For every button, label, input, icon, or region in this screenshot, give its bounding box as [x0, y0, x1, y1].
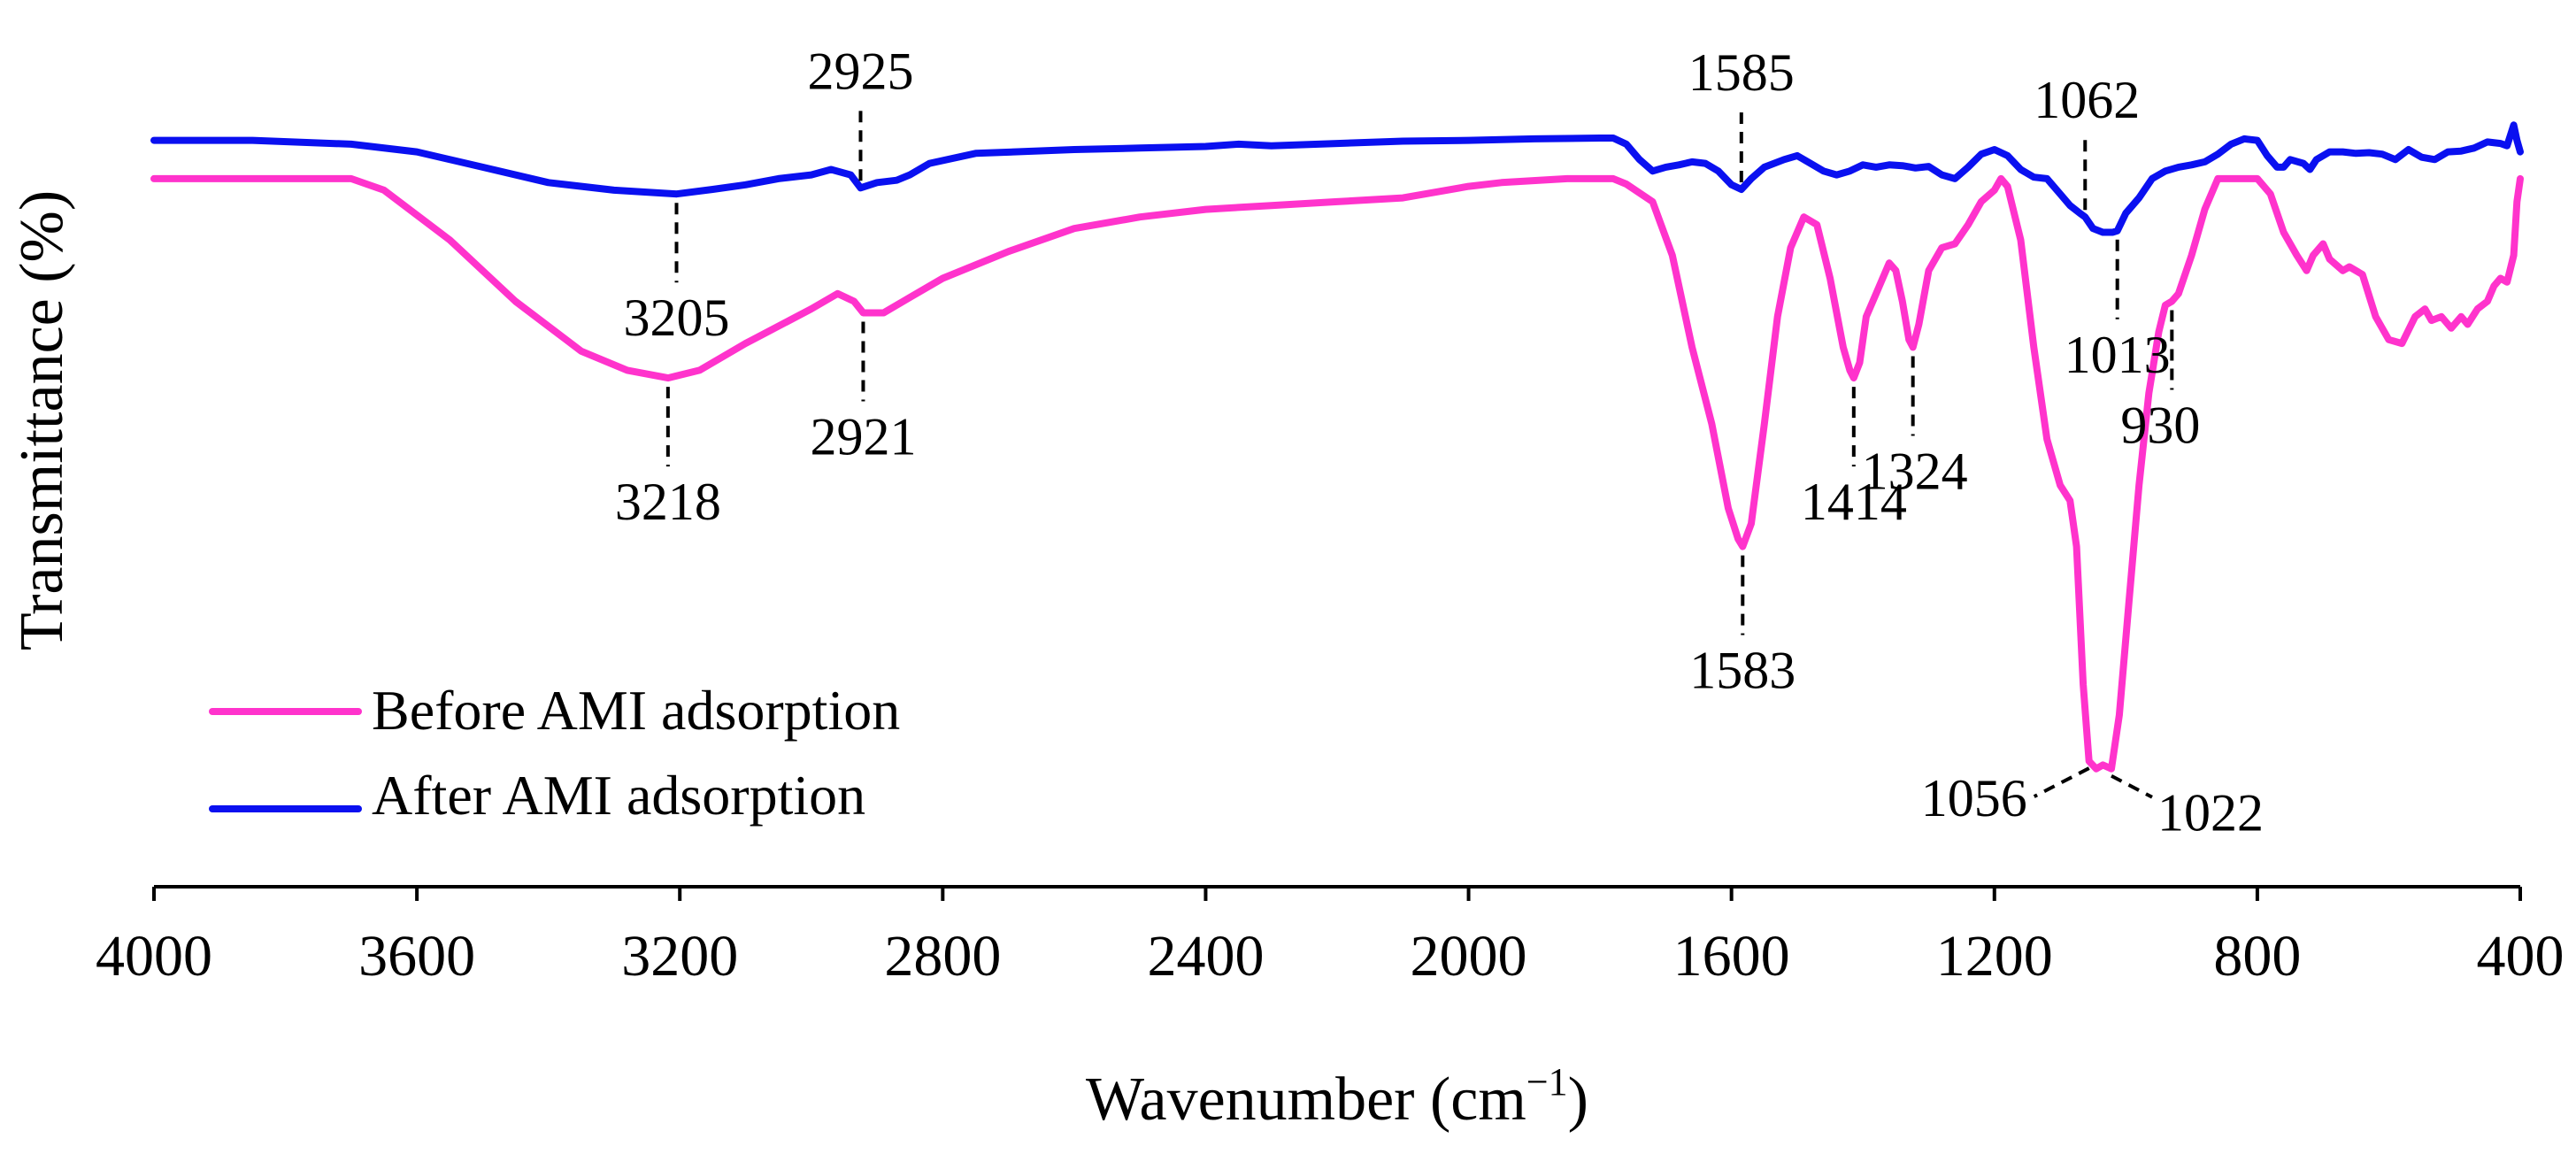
x-tick-label-4000: 4000	[96, 924, 212, 989]
peak-label-1056: 1056	[1921, 769, 2027, 827]
x-axis-title-superscript: −1	[1526, 1060, 1568, 1104]
legend: Before AMI adsorption After AMI adsorpti…	[209, 679, 900, 827]
plot-area	[150, 121, 2524, 773]
x-tick-label-1200: 1200	[1936, 924, 2053, 989]
peak-label-3218: 3218	[615, 473, 721, 531]
x-axis-title: Wavenumber (cm−1)	[1086, 1060, 1588, 1134]
peak-label-2925: 2925	[807, 42, 913, 100]
y-axis-title: Transmittance (%)	[8, 190, 76, 650]
x-tick-label-2000: 2000	[1411, 924, 1527, 989]
series-line-after-ami-adsorption	[150, 121, 2524, 236]
x-tick-label-3200: 3200	[621, 924, 738, 989]
series-line-before-ami-adsorption	[150, 174, 2524, 773]
x-tick-label-1600: 1600	[1673, 924, 1790, 989]
peak-leader-1022	[2111, 773, 2153, 799]
x-tick-label-400: 400	[2477, 924, 2564, 989]
peak-label-1414: 1414	[1801, 473, 1907, 531]
peak-leader-1056	[2033, 766, 2090, 798]
peak-label-1324: 1324	[1862, 442, 1968, 500]
x-axis-ticks: 4000 3600 3200 2800 2400 2000 1600 1200 800 400	[96, 887, 2564, 989]
x-axis-title-main: Wavenumber (cm	[1086, 1066, 1526, 1134]
peak-label-1062: 1062	[2034, 71, 2140, 129]
x-tick-label-2400: 2400	[1147, 924, 1264, 989]
x-tick-label-2800: 2800	[884, 924, 1001, 989]
peak-label-1583: 1583	[1689, 642, 1796, 700]
peak-label-1013: 1013	[2065, 326, 2171, 384]
peak-label-3205: 3205	[624, 288, 730, 347]
peak-label-1022: 1022	[2157, 784, 2264, 842]
x-tick-label-3600: 3600	[358, 924, 475, 989]
x-axis-title-close: )	[1568, 1066, 1588, 1134]
peak-label-1585: 1585	[1688, 43, 1795, 102]
peak-label-2921: 2921	[810, 407, 916, 465]
x-tick-label-800: 800	[2213, 924, 2301, 989]
legend-label-before: Before AMI adsorption	[372, 679, 900, 742]
legend-label-after: After AMI adsorption	[372, 764, 865, 827]
peak-label-930: 930	[2120, 396, 2200, 454]
